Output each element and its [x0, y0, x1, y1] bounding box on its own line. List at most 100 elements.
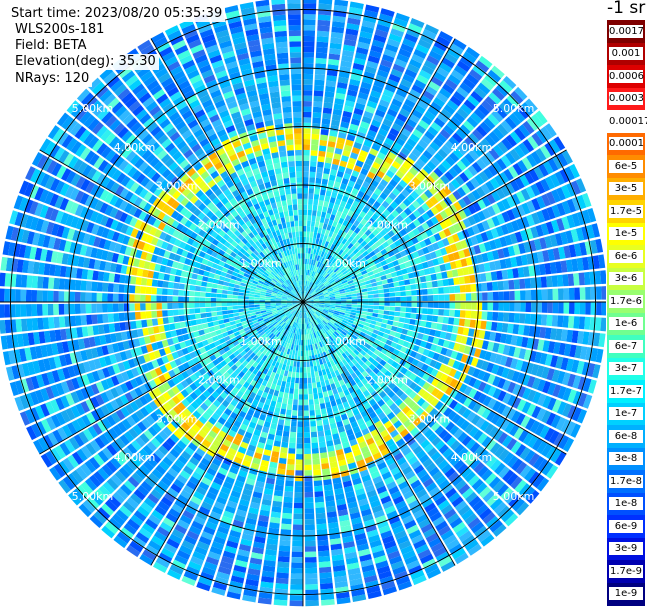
ppi-gate [277, 272, 283, 278]
ppi-gate [176, 349, 184, 358]
ppi-gate [171, 376, 180, 385]
ppi-gate [421, 314, 428, 321]
ppi-gate [206, 349, 214, 357]
ppi-gate [323, 332, 329, 339]
ppi-gate [102, 282, 109, 292]
ppi-gate [111, 231, 120, 242]
ppi-gate [344, 370, 351, 377]
ppi-gate [542, 395, 552, 409]
ppi-gate [47, 236, 56, 249]
ppi-gate [268, 232, 274, 240]
ppi-gate [298, 312, 301, 318]
ppi-gate [332, 433, 340, 440]
ppi-gate [9, 210, 19, 225]
ppi-gate [282, 307, 288, 310]
ppi-gate [301, 291, 303, 297]
ppi-gate [368, 442, 377, 451]
ppi-gate [279, 211, 285, 219]
ppi-gate [242, 436, 251, 444]
ppi-gate [135, 436, 146, 448]
ppi-gate [59, 197, 69, 211]
ppi-gate [194, 302, 200, 308]
ppi-gate [311, 447, 319, 454]
ppi-gate [57, 427, 68, 441]
ppi-gate [319, 577, 333, 584]
ppi-gate [351, 444, 360, 452]
ppi-gate [382, 586, 397, 596]
ppi-gate [224, 505, 236, 514]
ppi-gate [348, 572, 362, 581]
ppi-gate [475, 482, 488, 495]
ppi-gate [76, 375, 85, 388]
ppi-gate [335, 350, 342, 357]
ppi-gate [46, 160, 58, 174]
ppi-gate [237, 428, 246, 436]
ppi-gate [281, 322, 286, 328]
ppi-gate [142, 327, 149, 336]
ppi-gate [127, 518, 141, 531]
ppi-gate [364, 322, 371, 327]
ppi-gate [522, 387, 532, 400]
ppi-gate [341, 384, 348, 391]
ppi-gate [314, 398, 320, 405]
ppi-gate [346, 456, 356, 465]
ppi-gate [206, 448, 217, 458]
ppi-gate [295, 287, 299, 293]
ppi-gate [182, 264, 190, 272]
ppi-gate [185, 34, 200, 44]
ppi-gate [323, 424, 331, 431]
ppi-gate [255, 313, 262, 318]
ppi-gate [107, 313, 114, 323]
ppi-gate [498, 448, 510, 462]
ppi-gate [201, 501, 213, 511]
ppi-gate [360, 508, 372, 517]
ppi-gate [99, 89, 113, 103]
ppi-gate [143, 353, 151, 363]
ppi-gate [163, 402, 173, 412]
ppi-gate [80, 445, 93, 459]
ppi-gate [371, 544, 384, 554]
ppi-gate [459, 310, 466, 318]
ppi-gate [292, 302, 298, 304]
ppi-gate [238, 241, 245, 248]
ppi-gate [416, 361, 424, 369]
ppi-gate [379, 466, 390, 476]
ppi-gate [444, 302, 450, 309]
ppi-gate [287, 304, 293, 307]
ppi-gate [457, 463, 469, 475]
ppi-gate [211, 288, 218, 293]
ppi-gate [535, 314, 542, 326]
ppi-gate [82, 500, 96, 514]
ppi-gate [152, 218, 162, 229]
ppi-gate [203, 197, 212, 206]
ppi-gate [227, 130, 238, 139]
ppi-gate [273, 285, 280, 290]
ppi-gate [169, 345, 177, 353]
ppi-gate [281, 304, 288, 307]
ppi-gate [168, 274, 176, 282]
ppi-gate [278, 374, 284, 381]
ppi-gate [411, 358, 420, 367]
ppi-gate [152, 422, 162, 433]
ppi-gate [29, 184, 40, 199]
ppi-gate [292, 303, 298, 306]
ppi-gate [264, 181, 272, 189]
ppi-gate [387, 365, 396, 374]
ppi-gate [340, 305, 347, 309]
ppi-gate [464, 423, 475, 434]
ppi-gate [146, 278, 153, 287]
ppi-gate [524, 449, 536, 464]
ppi-gate [248, 365, 256, 373]
ppi-gate [313, 365, 318, 372]
ppi-gate [89, 197, 99, 210]
ppi-gate [260, 265, 267, 272]
ppi-gate [80, 292, 86, 302]
ppi-gate [257, 87, 269, 95]
ppi-gate [279, 79, 290, 86]
ppi-gate [241, 223, 249, 231]
ppi-gate [401, 514, 414, 525]
ppi-gate [423, 443, 434, 453]
ppi-gate [350, 583, 364, 592]
ppi-gate [113, 535, 128, 549]
ppi-gate [582, 377, 592, 393]
